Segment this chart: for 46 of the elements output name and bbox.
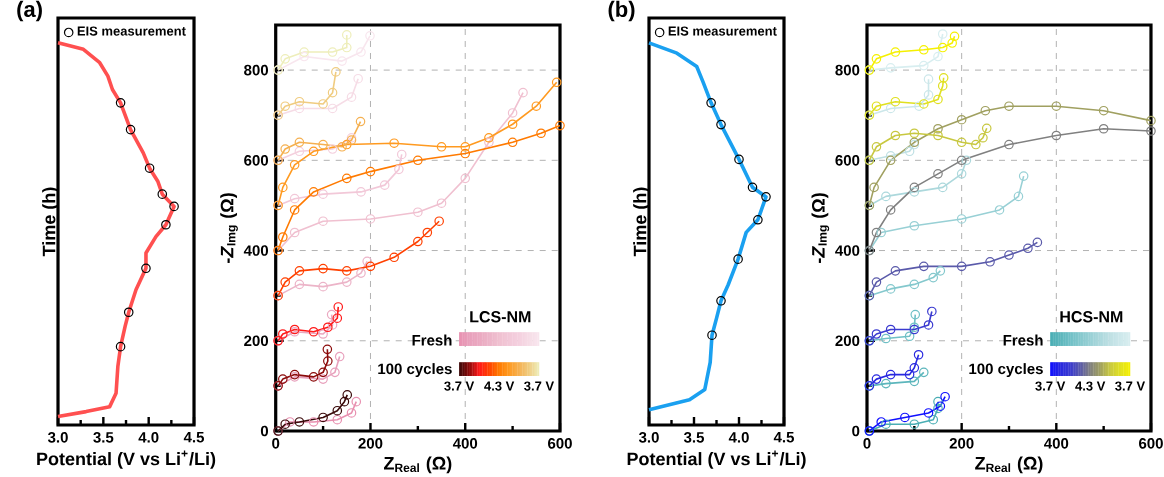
annotation: 100 cycles bbox=[378, 363, 452, 378]
x-axis-title: Potential (V vs Li$^{+}$/Li) bbox=[37, 450, 216, 469]
y-tick-label: 600 bbox=[244, 155, 269, 166]
x-tick-label: 3.0 bbox=[638, 432, 659, 443]
legend-label: EIS measurement bbox=[668, 26, 777, 36]
y-tick-label: 800 bbox=[244, 64, 269, 76]
x-tick-label: 200 bbox=[358, 438, 383, 449]
annotation: Fresh bbox=[412, 334, 452, 346]
x-tick-label: 0 bbox=[863, 438, 871, 449]
y-tick-label: 600 bbox=[835, 155, 860, 166]
y-axis-title: -Z$_{Img}$ (Ω) bbox=[811, 193, 830, 263]
annotation: 3.7 V bbox=[444, 381, 475, 391]
annotation: 3.7 V bbox=[1115, 381, 1146, 391]
x-tick-label: 4.5 bbox=[773, 432, 795, 443]
y-tick-label: 800 bbox=[835, 64, 860, 76]
x-tick-label: 3.5 bbox=[93, 432, 114, 443]
x-tick-label: 0 bbox=[272, 438, 280, 449]
y-axis-title: -Z$_{Img}$ (Ω) bbox=[220, 193, 238, 263]
legend-title: HCS-NM bbox=[1060, 311, 1123, 323]
x-tick-label: 600 bbox=[548, 438, 572, 449]
legend-title: LCS-NM bbox=[470, 311, 531, 323]
annotation: Fresh bbox=[1003, 334, 1043, 346]
x-tick-label: 600 bbox=[1139, 438, 1163, 449]
y-tick-label: 200 bbox=[244, 335, 269, 347]
x-tick-label: 4.0 bbox=[138, 432, 159, 443]
x-axis-title: Z$_{Real}$ (Ω) bbox=[384, 456, 452, 474]
legend-label: EIS measurement bbox=[77, 26, 186, 36]
annotation: 4.3 V bbox=[484, 381, 515, 391]
x-tick-label: 3.0 bbox=[47, 432, 68, 443]
chart-title: (a) bbox=[17, 0, 42, 22]
annotation: 3.7 V bbox=[524, 381, 555, 391]
x-tick-label: 400 bbox=[452, 438, 478, 449]
x-tick-label: 3.5 bbox=[683, 432, 705, 443]
x-axis-title: Potential (V vs Li$^{+}$/Li) bbox=[627, 450, 806, 469]
annotation: 3.7 V bbox=[1035, 381, 1066, 391]
y-tick-label: 400 bbox=[835, 245, 860, 256]
chart-title: (b) bbox=[608, 0, 635, 22]
x-tick-label: 400 bbox=[1044, 438, 1069, 449]
x-axis-title: Z$_{Real}$ (Ω) bbox=[975, 456, 1043, 474]
annotation: 100 cycles bbox=[969, 363, 1043, 378]
annotation: 4.3 V bbox=[1075, 381, 1106, 391]
x-tick-label: 4.0 bbox=[728, 432, 749, 443]
y-tick-label: 200 bbox=[835, 335, 860, 347]
y-tick-label: 400 bbox=[243, 245, 269, 256]
x-tick-label: 4.5 bbox=[183, 432, 205, 443]
x-tick-label: 200 bbox=[949, 438, 974, 449]
